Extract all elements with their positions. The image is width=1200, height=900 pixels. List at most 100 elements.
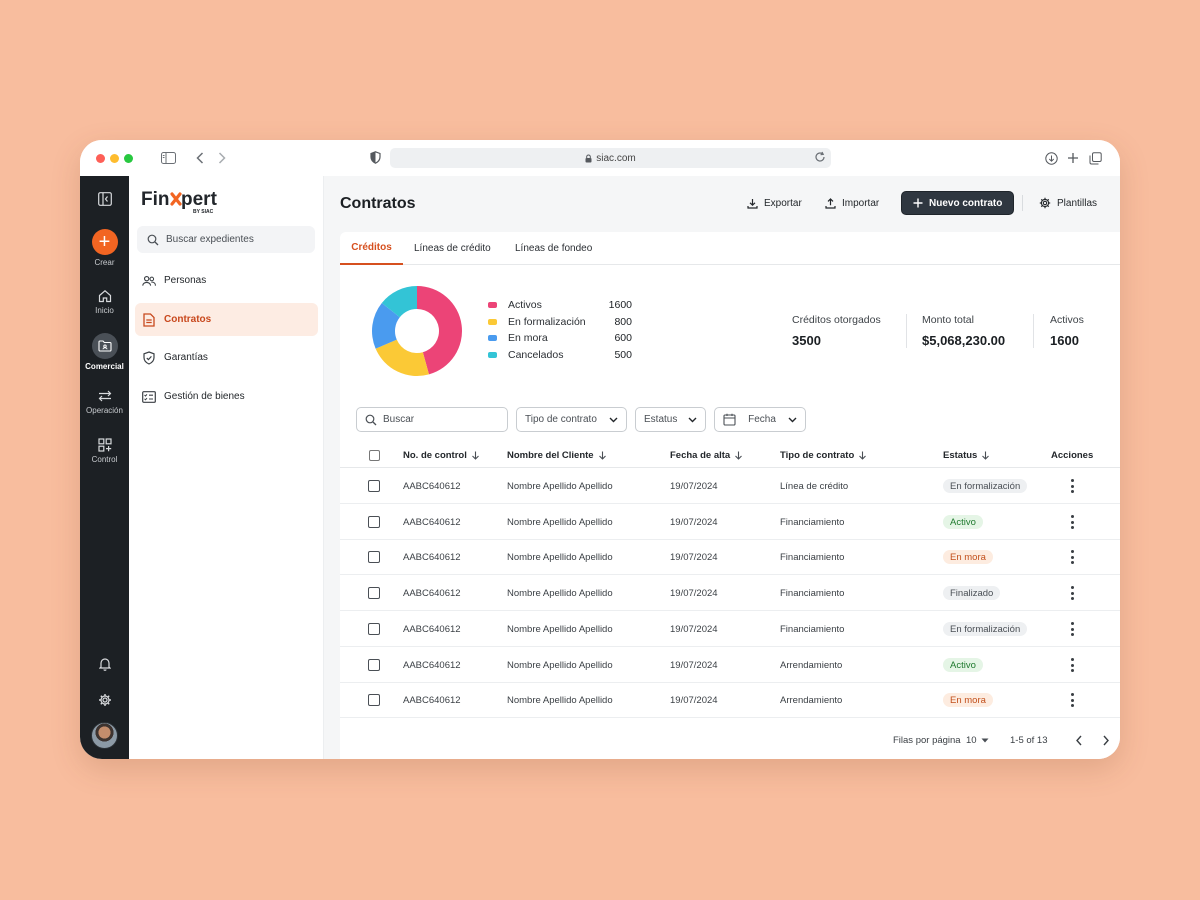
user-avatar[interactable] (91, 722, 118, 749)
row-actions-menu-icon[interactable] (1069, 658, 1075, 672)
registration-date: 19/07/2024 (670, 694, 718, 706)
row-checkbox[interactable] (368, 516, 380, 528)
export-label: Exportar (764, 197, 802, 209)
rows-per-page-select[interactable]: 10 (966, 732, 989, 748)
status-badge: Activo (943, 515, 983, 529)
row-checkbox[interactable] (368, 551, 380, 563)
row-actions-menu-icon[interactable] (1069, 479, 1075, 493)
row-checkbox[interactable] (368, 659, 380, 671)
stat-value: 1600 (1050, 333, 1079, 348)
legend-value: 800 (614, 315, 632, 328)
status-filter[interactable]: Estatus (635, 407, 706, 432)
control-number: AABC640612 (403, 551, 461, 563)
rail-item-inicio[interactable]: Inicio (80, 289, 129, 315)
row-actions-menu-icon[interactable] (1069, 586, 1075, 600)
sidebar-toggle-icon[interactable] (160, 150, 176, 166)
window-minimize-button[interactable] (110, 154, 119, 163)
contract-type: Financiamiento (780, 551, 845, 563)
row-actions-menu-icon[interactable] (1069, 515, 1075, 529)
row-actions-menu-icon[interactable] (1069, 550, 1075, 564)
column-header-actions: Acciones (1051, 450, 1093, 461)
sort-arrow-icon (859, 451, 867, 460)
home-icon (98, 290, 111, 303)
tab-lineas-de-credito[interactable]: Líneas de crédito (414, 243, 491, 254)
forward-icon[interactable] (214, 150, 230, 166)
previous-page-icon[interactable] (1075, 732, 1083, 748)
column-header-client[interactable]: Nombre del Cliente (507, 450, 607, 461)
main-content: Contratos Exportar Importar Nuevo contra… (324, 176, 1120, 759)
tab-creditos[interactable]: Créditos (340, 232, 403, 265)
legend-value: 1600 (608, 299, 632, 312)
row-checkbox[interactable] (368, 480, 380, 492)
tabs-overview-icon[interactable] (1087, 150, 1103, 166)
contract-type: Financiamiento (780, 587, 845, 599)
legend-item: Activos 1600 (488, 297, 632, 314)
address-bar[interactable]: siac.com (390, 148, 831, 168)
pagination-range: 1-5 of 13 (1010, 734, 1048, 746)
notifications-bell-icon[interactable] (97, 656, 113, 672)
status-badge: En mora (943, 693, 993, 707)
status-badge: Finalizado (943, 586, 1001, 600)
control-number: AABC640612 (403, 694, 461, 706)
table-row[interactable]: AABC640612 Nombre Apellido Apellido 19/0… (340, 539, 1120, 575)
column-header-date[interactable]: Fecha de alta (670, 450, 743, 461)
collapse-sidebar-icon[interactable] (97, 191, 113, 207)
svg-text:pert: pert (181, 189, 218, 210)
lock-icon (585, 154, 592, 162)
column-header-control[interactable]: No. de control (403, 450, 480, 461)
row-actions-menu-icon[interactable] (1069, 693, 1075, 707)
table-row[interactable]: AABC640612 Nombre Apellido Apellido 19/0… (340, 682, 1120, 718)
date-filter-label: Fecha (748, 414, 776, 425)
column-header-type[interactable]: Tipo de contrato (780, 450, 867, 461)
donut-slice-en-mora (372, 302, 400, 349)
table-search-input[interactable]: Buscar (356, 407, 508, 432)
stat-label: Activos (1050, 314, 1084, 326)
rail-item-control[interactable]: Control (80, 438, 129, 464)
window-maximize-button[interactable] (124, 154, 133, 163)
templates-button[interactable]: Plantillas (1039, 191, 1097, 215)
row-checkbox[interactable] (368, 694, 380, 706)
table-row[interactable]: AABC640612 Nombre Apellido Apellido 19/0… (340, 575, 1120, 611)
import-button[interactable]: Importar (825, 191, 879, 215)
status-filter-label: Estatus (644, 414, 678, 425)
column-header-status[interactable]: Estatus (943, 450, 990, 461)
rows-per-page-value: 10 (966, 734, 977, 746)
sidebar-item-personas[interactable]: Personas (135, 264, 318, 297)
new-contract-button[interactable]: Nuevo contrato (901, 191, 1015, 215)
row-checkbox[interactable] (368, 623, 380, 635)
back-icon[interactable] (192, 150, 208, 166)
date-filter[interactable]: Fecha (714, 407, 806, 432)
sort-arrow-icon (598, 451, 606, 460)
plus-icon[interactable]: + (91, 229, 118, 255)
export-button[interactable]: Exportar (747, 191, 802, 215)
rail-item-operacion[interactable]: Operación (80, 389, 129, 415)
client-name: Nombre Apellido Apellido (507, 480, 613, 492)
case-search-input[interactable]: Buscar expedientes (137, 226, 315, 253)
registration-date: 19/07/2024 (670, 516, 718, 528)
download-icon[interactable] (1043, 150, 1059, 166)
table-row[interactable]: AABC640612 Nombre Apellido Apellido 19/0… (340, 468, 1120, 504)
table-row[interactable]: AABC640612 Nombre Apellido Apellido 19/0… (340, 504, 1120, 540)
select-all-checkbox[interactable] (369, 450, 380, 461)
row-actions-menu-icon[interactable] (1069, 622, 1075, 636)
window-close-button[interactable] (96, 154, 105, 163)
rail-item-comercial[interactable]: Comercial (80, 333, 129, 371)
legend-label: Cancelados (508, 348, 564, 361)
reload-icon[interactable] (814, 151, 826, 166)
rail-create[interactable]: + Crear (80, 229, 129, 267)
tab-lineas-de-fondeo[interactable]: Líneas de fondeo (515, 243, 593, 254)
sidebar-item-garantias[interactable]: Garantías (135, 341, 318, 374)
sidebar-item-gestion-de-bienes[interactable]: Gestión de bienes (135, 380, 318, 413)
sidebar-item-contratos[interactable]: Contratos (135, 303, 318, 336)
settings-gear-icon[interactable] (97, 692, 113, 708)
client-name: Nombre Apellido Apellido (507, 623, 613, 635)
templates-label: Plantillas (1057, 197, 1098, 209)
new-tab-icon[interactable] (1065, 150, 1081, 166)
privacy-shield-icon[interactable] (370, 151, 381, 169)
client-name: Nombre Apellido Apellido (507, 516, 613, 528)
table-row[interactable]: AABC640612 Nombre Apellido Apellido 19/0… (340, 611, 1120, 647)
row-checkbox[interactable] (368, 587, 380, 599)
contract-type-filter[interactable]: Tipo de contrato (516, 407, 627, 432)
next-page-icon[interactable] (1102, 732, 1110, 748)
table-row[interactable]: AABC640612 Nombre Apellido Apellido 19/0… (340, 647, 1120, 683)
